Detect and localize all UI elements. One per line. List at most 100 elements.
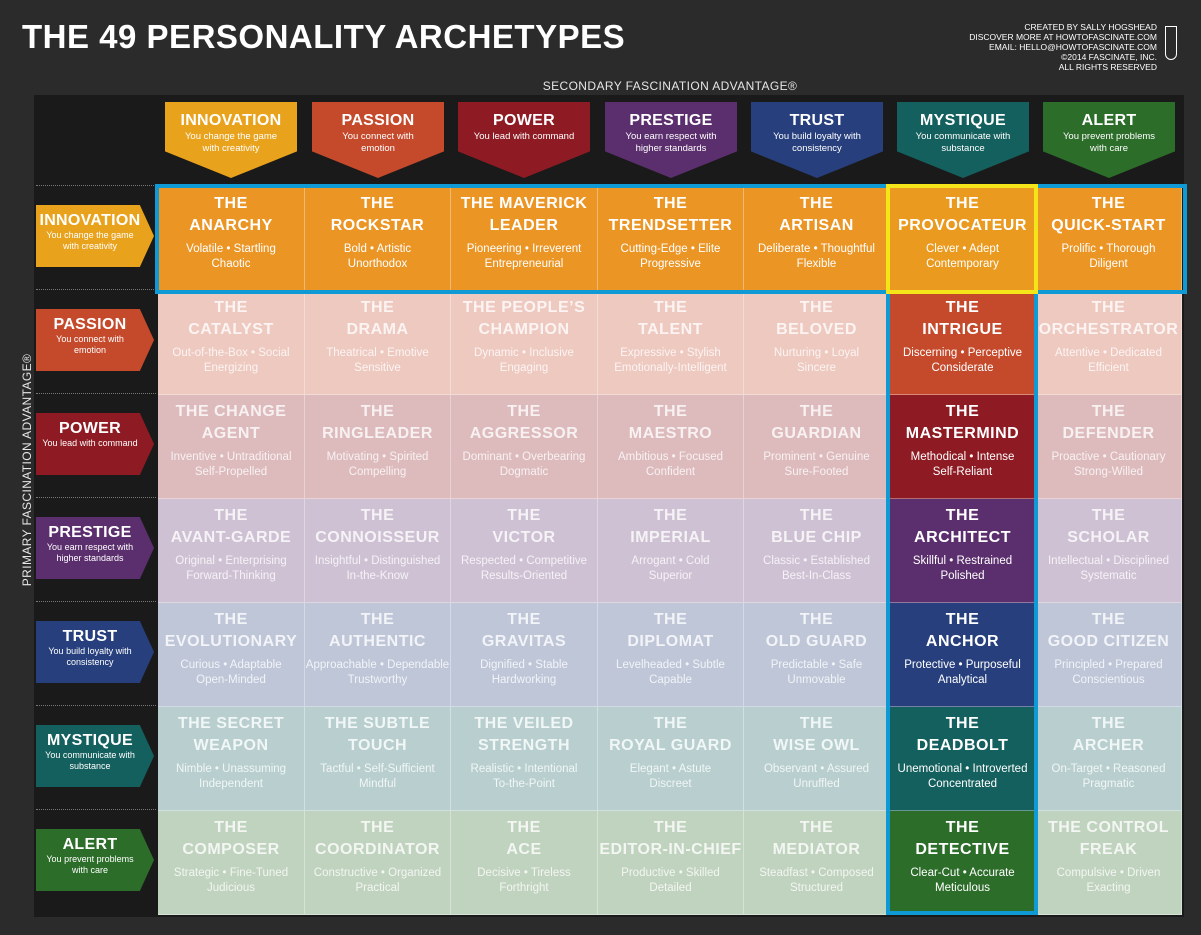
archetype-traits-line: Diligent [1089,258,1128,270]
row-header-title: MYSTIQUE [47,732,133,749]
row-header-desc: You build loyalty with consistency [48,646,132,667]
archetype-name-line: CONNOISSEUR [315,529,440,546]
archetype-name: THE DETECTIVE [890,817,1035,861]
archetype-traits: Intellectual • Disciplined Systematic [1036,554,1181,584]
column-header-desc: You prevent problems with care [1062,131,1156,154]
archetype-cell: THE TRENDSETTER Cutting-Edge • Elite Progre… [598,187,744,291]
archetype-name-line: THE [799,611,834,628]
archetype-traits: Out-of-the-Box • Social Energizing [158,346,304,376]
archetype-traits-line: Systematic [1080,570,1137,582]
archetype-name-line: THE [653,403,688,420]
archetype-name-line: THE [945,819,980,836]
archetype-cell: THE SUBTLE TOUCH Tactful • Self-Sufficient… [305,707,451,811]
archetype-name-line: DEFENDER [1062,425,1155,442]
archetype-name-line: DETECTIVE [915,841,1010,858]
row-separator [36,601,156,602]
archetype-traits: Protective • Purposeful Analytical [890,658,1035,688]
archetype-traits: Observant • Assured Unruffled [744,762,889,792]
archetype-traits-line: Hardworking [491,674,557,686]
credit-line: ©2014 FASCINATE, INC. [1061,52,1157,62]
archetype-name-line: THE [945,507,980,524]
archetype-name: THE MEDIATOR [744,817,889,861]
archetype-traits-line: Best-In-Class [781,570,852,582]
archetype-name: THE CHANGE AGENT [158,401,304,445]
archetype-name-line: SCHOLAR [1067,529,1150,546]
archetype-traits-line: Chaotic [211,258,251,270]
archetype-traits-line: Progressive [640,258,701,270]
archetype-traits-line: Efficient [1088,362,1129,374]
archetype-traits: Tactful • Self-Sufficient Mindful [305,762,450,792]
archetype-cell: THE MAVERICK LEADER Pioneering • Irreveren… [451,187,598,291]
archetype-traits-line: Protective • Purposeful [904,659,1021,671]
archetype-cell: THE ORCHESTRATOR Attentive • Dedicated Effi… [1036,291,1182,395]
archetype-name-line: WISE OWL [773,737,860,754]
archetype-name-line: THE [653,299,688,316]
archetype-name-line: THE [945,715,980,732]
archetype-name-line: EDITOR-IN-CHIEF [599,841,742,858]
archetype-cell: THE DIPLOMAT Levelheaded • Subtle Capable [598,603,744,707]
archetype-cell: THE CATALYST Out-of-the-Box • Social Energi… [158,291,305,395]
archetype-name-line: LEADER [489,217,559,234]
archetype-traits-line: Detailed [649,882,692,894]
archetype-name-line: THE [507,507,541,524]
archetype-name: THE ROCKSTAR [305,193,450,237]
archetype-traits: Respected • Competitive Results-Oriented [451,554,597,584]
archetype-cell: THE VICTOR Respected • Competitive Results-… [451,499,598,603]
archetype-cell: THE GOOD CITIZEN Principled • Prepared Cons… [1036,603,1182,707]
archetype-cell: THE QUICK-START Prolific • Thorough Diligen… [1036,187,1182,291]
archetype-traits-line: Energizing [203,362,259,374]
archetype-name: THE SECRET WEAPON [158,713,304,757]
archetype-name: THE ROYAL GUARD [598,713,743,757]
archetype-name-line: THE [945,403,980,420]
archetype-name-line: THE [360,507,395,524]
archetype-traits-line: Nurturing • Loyal [773,347,860,359]
archetype-name: THE ANARCHY [158,193,304,237]
archetype-cell: THE SCHOLAR Intellectual • Disciplined Syst… [1036,499,1182,603]
archetype-cell: THE DETECTIVE Clear-Cut • Accurate Meticulo… [890,811,1036,915]
archetype-name-line: ROCKSTAR [330,217,425,234]
archetype-cell: THE ROCKSTAR Bold • Artistic Unorthodox [305,187,451,291]
archetype-traits-line: Considerate [931,362,994,374]
archetype-name-line: BLUE CHIP [771,529,862,546]
archetype-name-line: THE [653,715,688,732]
archetype-traits-line: Classic • Established [763,555,870,567]
column-header-desc: You earn respect with higher standards [625,131,717,154]
archetype-cell: THE MEDIATOR Steadfast • Composed Structure… [744,811,890,915]
archetype-traits: Unemotional • Introverted Concentrated [890,762,1035,792]
archetype-traits-line: Intellectual • Disciplined [1047,555,1169,567]
archetype-cell: THE DEFENDER Proactive • Cautionary Strong-… [1036,395,1182,499]
archetype-traits-line: Original • Enterprising [175,555,287,567]
archetype-traits-line: Deliberate • Thoughtful [758,243,875,255]
archetype-cell: THE EVOLUTIONARY Curious • Adaptable Open-M… [158,603,305,707]
archetype-name-line: STRENGTH [478,737,570,754]
archetype-name-line: ROYAL GUARD [609,737,732,754]
archetype-traits-line: Open-Minded [196,674,266,686]
archetype-name: THE DEFENDER [1036,401,1181,445]
archetype-traits: Pioneering • Irreverent Entrepreneurial [451,242,597,272]
column-header-title: INNOVATION [180,112,282,129]
archetype-traits: Strategic • Fine-Tuned Judicious [158,866,304,896]
row-header-alert: ALERT You prevent problems with care [36,829,154,891]
archetype-traits: Dynamic • Inclusive Engaging [451,346,597,376]
archetype-traits-line: Constructive • Organized [313,867,442,879]
archetype-name-line: GRAVITAS [481,633,567,650]
archetype-name: THE QUICK-START [1036,193,1181,237]
archetype-name-line: CHAMPION [478,321,570,338]
archetype-cell: THE RINGLEADER Motivating • Spirited Compel… [305,395,451,499]
archetype-name-line: THE PEOPLE’S [462,299,586,316]
column-header-title: POWER [493,112,555,129]
row-header-desc: You communicate with substance [45,750,135,771]
archetype-cell: THE BLUE CHIP Classic • Established Best-In… [744,499,890,603]
archetype-name-line: THE [799,819,834,836]
archetype-name-line: THE [945,195,980,212]
archetype-name: THE ORCHESTRATOR [1036,297,1181,341]
archetype-name-line: AGENT [201,425,261,442]
archetype-name-line: RINGLEADER [322,425,433,442]
column-header-desc: You lead with command [473,131,575,142]
archetype-name: THE BLUE CHIP [744,505,889,549]
column-header-desc: You connect with emotion [342,131,414,154]
archetype-traits: Steadfast • Composed Structured [744,866,889,896]
archetype-name-line: THE [653,611,688,628]
archetype-cell: THE AGGRESSOR Dominant • Overbearing Dogmat… [451,395,598,499]
archetype-cell: THE GUARDIAN Prominent • Genuine Sure-Foote… [744,395,890,499]
